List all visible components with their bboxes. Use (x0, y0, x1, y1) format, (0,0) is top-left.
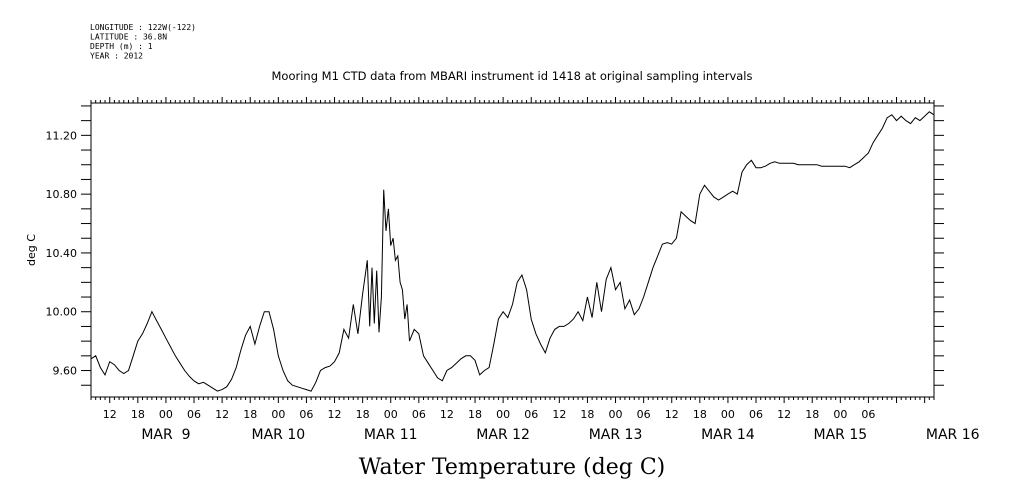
x-hour-label: 00 (496, 408, 510, 421)
x-tick-labels: 12 18 00 06 12 18 00 06 12 18 00 06 12 18 00 06 12 18 00 06… (103, 408, 876, 421)
x-day-label: MAR 10 (252, 427, 306, 443)
x-hour-label: 06 (524, 408, 538, 421)
x-day-labels: MAR 9 MAR 10 MAR 11 MAR 12 MAR 13 MAR 14 MAR 1… (141, 427, 979, 443)
x-hour-label: 06 (412, 408, 426, 421)
temperature-series-line (90, 111, 935, 392)
x-hour-label: 06 (299, 408, 313, 421)
header-line: LONGITUDE : 122W(-122) (90, 23, 196, 32)
x-hour-label: 00 (271, 408, 285, 421)
x-day-label: MAR 9 (141, 427, 190, 443)
x-hour-label: 18 (805, 408, 819, 421)
x-hour-label: 12 (777, 408, 791, 421)
x-hour-label: 06 (861, 408, 875, 421)
plot-frame (90, 102, 935, 398)
x-hour-label: 00 (159, 408, 173, 421)
x-hour-label: 00 (609, 408, 623, 421)
x-hour-label: 12 (215, 408, 229, 421)
header-line: YEAR : 2012 (90, 52, 143, 61)
x-hour-label: 00 (721, 408, 735, 421)
x-hour-label: 12 (328, 408, 342, 421)
x-day-label: MAR 15 (814, 427, 868, 443)
y-tick-label: 11.20 (46, 129, 78, 142)
x-hour-label: 18 (468, 408, 482, 421)
y-axis-label: deg C (25, 234, 38, 266)
x-hour-label: 12 (440, 408, 454, 421)
x-hour-label: 12 (552, 408, 566, 421)
x-axis-label: Water Temperature (deg C) (359, 455, 666, 480)
x-hour-label: 12 (103, 408, 117, 421)
y-tick-label: 10.00 (46, 306, 78, 319)
x-day-label: MAR 12 (476, 427, 530, 443)
axis-ticks (81, 97, 944, 403)
x-hour-label: 18 (693, 408, 707, 421)
y-tick-label: 10.80 (46, 188, 78, 201)
x-hour-label: 18 (243, 408, 257, 421)
header-line: LATITUDE : 36.8N (90, 33, 167, 42)
x-hour-label: 18 (356, 408, 370, 421)
x-day-label: MAR 11 (364, 427, 418, 443)
chart-title: Mooring M1 CTD data from MBARI instrumen… (272, 69, 753, 83)
header-metadata: LONGITUDE : 122W(-122)LATITUDE : 36.8NDE… (90, 23, 196, 61)
x-hour-label: 06 (637, 408, 651, 421)
y-tick-labels: 9.60 10.00 10.40 10.80 11.20 (46, 129, 78, 377)
x-hour-label: 18 (580, 408, 594, 421)
x-hour-label: 12 (665, 408, 679, 421)
x-day-label: MAR 16 (926, 427, 980, 443)
y-tick-label: 10.40 (46, 247, 78, 260)
x-hour-label: 06 (187, 408, 201, 421)
y-tick-label: 9.60 (53, 365, 78, 378)
x-hour-label: 06 (749, 408, 763, 421)
x-day-label: MAR 14 (701, 427, 755, 443)
x-hour-label: 00 (833, 408, 847, 421)
x-day-label: MAR 13 (589, 427, 643, 443)
header-line: DEPTH (m) : 1 (90, 42, 153, 51)
x-hour-label: 18 (131, 408, 145, 421)
x-hour-label: 00 (384, 408, 398, 421)
